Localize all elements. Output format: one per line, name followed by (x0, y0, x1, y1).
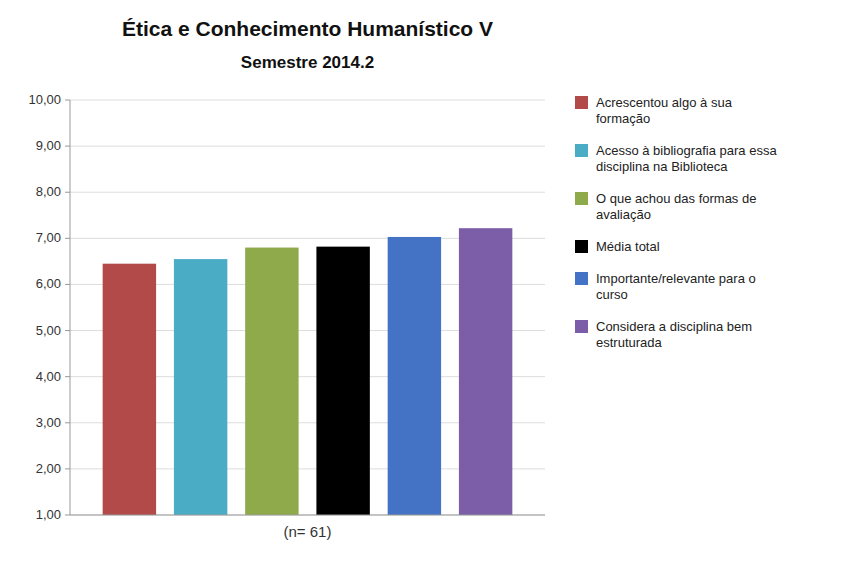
tick-label: 2,00 (36, 461, 61, 476)
bar (388, 237, 441, 515)
grid-line (70, 100, 545, 101)
grid-line (70, 515, 545, 516)
legend-label: Importante/relevante para ocurso (596, 271, 756, 302)
grid-line (70, 146, 545, 147)
tick-label: 1,00 (36, 507, 61, 522)
bar (174, 259, 227, 515)
tick-mark (65, 330, 70, 331)
legend-label: Acrescentou algo à suaformação (596, 95, 733, 126)
legend-label: Considera a disciplina bemestruturada (596, 319, 752, 350)
y-axis-line (70, 100, 71, 515)
tick-mark (65, 192, 70, 193)
tick-mark (65, 422, 70, 423)
y-axis: 1,00 2,00 3,00 4,00 5,00 6,00 7,00 8,00 9,00 10,0… (28, 92, 545, 522)
legend-label: Acesso à bibliografia para essadisciplin… (596, 143, 777, 174)
tick-mark (65, 376, 70, 377)
tick-mark (65, 238, 70, 239)
tick-mark (65, 284, 70, 285)
grid-line (70, 192, 545, 193)
tick-mark (65, 515, 70, 516)
tick-label: 6,00 (36, 276, 61, 291)
legend-swatch (575, 144, 588, 157)
legend-swatch (575, 320, 588, 333)
subtitle: Semestre 2014.2 (241, 53, 374, 72)
tick-label: 8,00 (36, 184, 61, 199)
legend-swatch (575, 272, 588, 285)
bar (245, 248, 298, 515)
tick-label: 10,00 (28, 92, 61, 107)
bars (103, 228, 513, 515)
bar (459, 228, 512, 515)
tick-mark (65, 100, 70, 101)
legend-swatch (575, 192, 588, 205)
legend: Acrescentou algo à suaformação Acesso à b… (575, 95, 777, 350)
tick-label: 5,00 (36, 323, 61, 338)
bar (316, 247, 369, 515)
chart: Ética e Conhecimento Humanístico V Semest… (0, 0, 861, 573)
tick-label: 7,00 (36, 230, 61, 245)
legend-label: O que achou das formas deavaliação (596, 191, 756, 222)
legend-swatch (575, 96, 588, 109)
legend-label: Média total (596, 239, 660, 254)
tick-mark (65, 146, 70, 147)
tick-label: 9,00 (36, 138, 61, 153)
tick-label: 3,00 (36, 415, 61, 430)
x-axis-line (70, 515, 545, 516)
tick-label: 4,00 (36, 369, 61, 384)
tick-mark (65, 468, 70, 469)
legend-swatch (575, 240, 588, 253)
category-label: (n= 61) (284, 523, 332, 540)
title: Ética e Conhecimento Humanístico V (122, 17, 493, 40)
bar (103, 264, 156, 515)
